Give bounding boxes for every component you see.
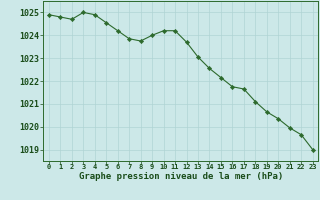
X-axis label: Graphe pression niveau de la mer (hPa): Graphe pression niveau de la mer (hPa) xyxy=(79,172,283,181)
